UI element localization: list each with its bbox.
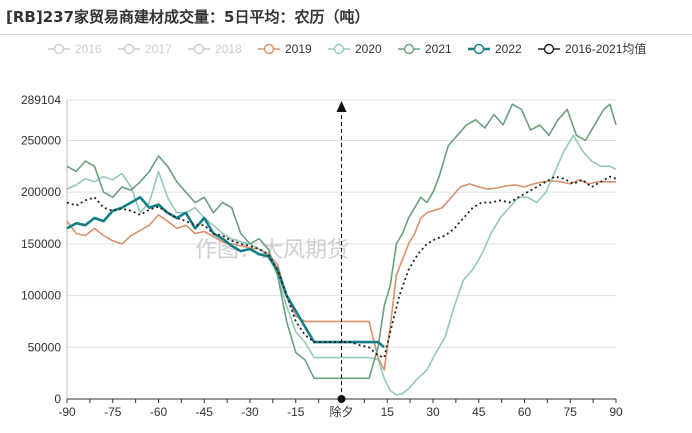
x-tick-label: -15: [287, 405, 305, 419]
legend-label: 2022: [495, 42, 522, 56]
legend-item-2020[interactable]: 2020: [328, 42, 382, 56]
marker-dot-icon: [337, 395, 346, 403]
x-tick-label: 45: [472, 405, 486, 419]
legend-marker-icon: [403, 43, 415, 55]
legend-label: 2016-2021均值: [565, 41, 646, 56]
legend-marker-icon: [333, 43, 345, 55]
y-tick-label: 0: [54, 392, 61, 406]
x-tick-label: -75: [104, 405, 122, 419]
legend: 2016 2017 2018 2019 2020 2021 2022 2016-2021均值: [48, 41, 646, 56]
series-line-2016-2021均值: [66, 175, 617, 359]
legend-marker-icon: [193, 43, 205, 55]
chart-title: [RB]237家贸易商建材成交量：5日平均：农历（吨）: [6, 8, 370, 26]
y-tick-label: 50000: [28, 340, 62, 354]
y-tick-label: 250000: [21, 133, 61, 147]
x-tick-label: 15: [381, 405, 395, 419]
legend-item-2018[interactable]: 2018: [188, 42, 242, 56]
series-lines: [66, 103, 617, 396]
legend-label: 2019: [285, 42, 312, 56]
x-tick-label: 除夕: [329, 404, 353, 419]
x-tick-label: 75: [564, 405, 578, 419]
y-tick-label: 289104: [21, 93, 61, 107]
x-tick-label: -60: [150, 405, 168, 419]
y-tick-label: 150000: [21, 237, 61, 251]
legend-label: 2021: [425, 42, 452, 56]
marker-arrow-icon: [336, 101, 347, 112]
reference-marker: [336, 101, 347, 403]
legend-marker-icon: [53, 43, 65, 55]
x-tick-label: 30: [426, 405, 440, 419]
legend-marker-icon: [263, 43, 275, 55]
x-tick-label: 60: [518, 405, 532, 419]
legend-item-2019[interactable]: 2019: [258, 42, 312, 56]
series-line-2019: [66, 178, 616, 371]
x-tick-label: 90: [609, 405, 623, 419]
x-tick-label: -45: [196, 405, 214, 419]
series-line-2020: [66, 134, 617, 396]
series-line-2022: [66, 196, 386, 349]
legend-item-2017[interactable]: 2017: [118, 42, 172, 56]
title-divider: [0, 34, 692, 35]
series-line-2021: [66, 103, 617, 380]
legend-label: 2017: [145, 42, 172, 56]
x-tick-label: -90: [58, 405, 76, 419]
legend-item-2016-2021均值[interactable]: 2016-2021均值: [538, 41, 646, 56]
x-tick-label: -30: [241, 405, 259, 419]
y-tick-label: 200000: [21, 185, 61, 199]
legend-label: 2018: [215, 42, 242, 56]
legend-marker-icon: [543, 43, 555, 55]
legend-label: 2020: [355, 42, 382, 56]
legend-item-2021[interactable]: 2021: [398, 42, 452, 56]
legend-marker-icon: [473, 43, 485, 55]
axes: 0 50000 100000 150000 200000 250000 289104 -90 -…: [21, 93, 623, 419]
y-tick-label: 100000: [21, 289, 61, 303]
legend-item-2016[interactable]: 2016: [48, 42, 102, 56]
legend-marker-icon: [123, 43, 135, 55]
legend-item-2022[interactable]: 2022: [468, 42, 522, 56]
legend-label: 2016: [75, 42, 102, 56]
